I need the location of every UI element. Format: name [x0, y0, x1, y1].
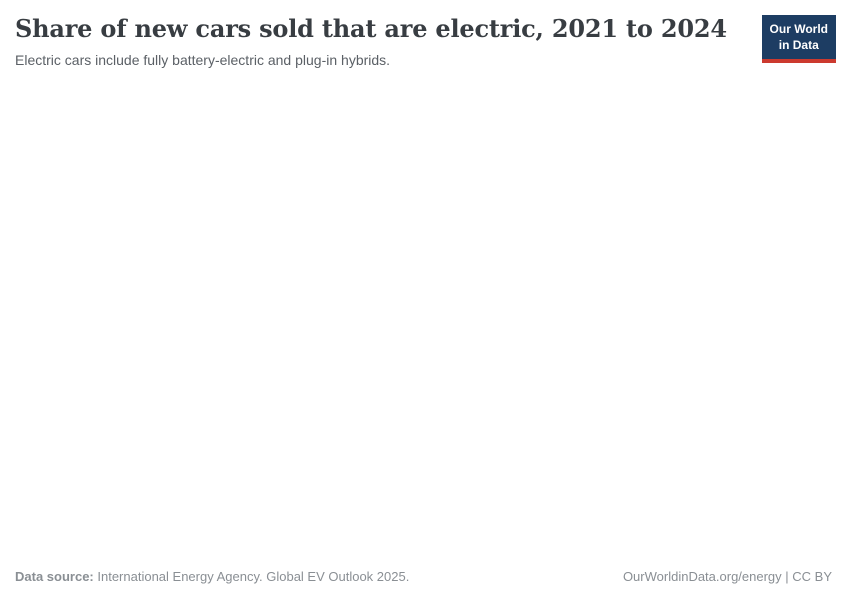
chart-plot-area-empty [15, 90, 835, 555]
chart-header: Share of new cars sold that are electric… [15, 14, 836, 69]
chart-header-text: Share of new cars sold that are electric… [15, 14, 762, 69]
data-source-text: International Energy Agency. Global EV O… [93, 569, 410, 585]
owid-logo-line1: Our World [769, 22, 828, 36]
owid-logo-line2: in Data [778, 37, 819, 52]
attribution-link[interactable]: OurWorldinData.org/energy | CC BY [622, 569, 832, 585]
chart-title: Share of new cars sold that are electric… [15, 14, 727, 43]
data-source-line[interactable]: Data source: International Energy Agency… [15, 569, 409, 585]
owid-logo[interactable]: Our World in Data [761, 15, 836, 64]
chart-subtitle: Electric cars include fully battery-elec… [15, 51, 391, 68]
data-source-label: Data source: [15, 569, 94, 585]
chart-footer: Data source: International Energy Agency… [15, 569, 832, 585]
